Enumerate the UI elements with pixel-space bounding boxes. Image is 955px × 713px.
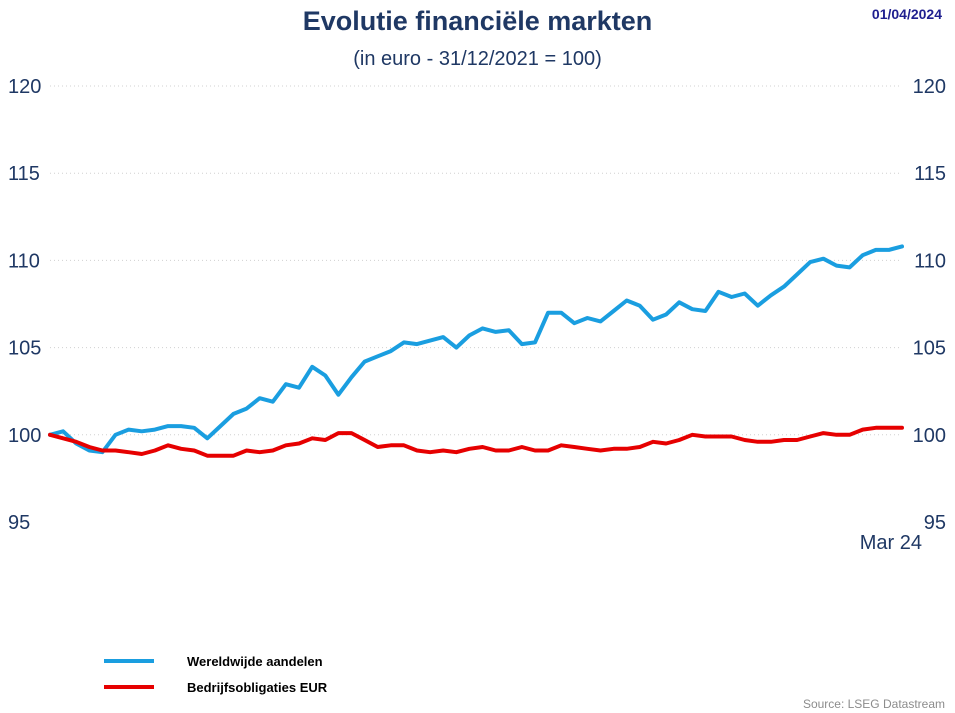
x-tick-label-last: Mar 24 — [860, 532, 922, 554]
legend-label-equities: Wereldwijde aandelen — [187, 653, 323, 669]
legend-swatch-bonds — [104, 685, 154, 689]
legend: Wereldwijde aandelen Bedrijfsobligaties … — [104, 648, 327, 700]
y-tick-left-120: 120 — [8, 76, 41, 98]
y-axis-right: 95 100 105 110 115 120 — [913, 76, 946, 534]
y-tick-right-110: 110 — [914, 250, 946, 272]
y-tick-right-120: 120 — [913, 76, 946, 98]
y-tick-right-115: 115 — [914, 163, 946, 185]
y-tick-left-95: 95 — [8, 512, 30, 534]
report-date: 01/04/2024 — [871, 6, 942, 22]
series-line-equities — [48, 244, 904, 455]
y-tick-right-100: 100 — [913, 425, 946, 447]
source-note: Source: LSEG Datastream — [802, 697, 945, 711]
y-axis-left: 95 100 105 110 115 120 — [8, 76, 41, 534]
y-tick-left-100: 100 — [8, 425, 41, 447]
chart-subtitle: (in euro - 31/12/2021 = 100) — [353, 48, 602, 70]
legend-label-bonds: Bedrijfsobligaties EUR — [187, 679, 328, 695]
chart-title: Evolutie financiële markten — [302, 6, 653, 36]
grid-lines — [50, 85, 902, 436]
y-tick-left-115: 115 — [8, 163, 40, 185]
legend-swatch-equities — [104, 659, 154, 663]
series-lines — [48, 244, 904, 458]
legend-item-bonds: Bedrijfsobligaties EUR — [104, 674, 327, 700]
y-tick-left-105: 105 — [8, 338, 41, 360]
y-tick-right-105: 105 — [913, 338, 946, 360]
y-tick-right-95: 95 — [924, 512, 946, 534]
series-line-bonds — [48, 425, 904, 458]
y-tick-left-110: 110 — [8, 250, 40, 272]
legend-item-equities: Wereldwijde aandelen — [104, 648, 327, 674]
